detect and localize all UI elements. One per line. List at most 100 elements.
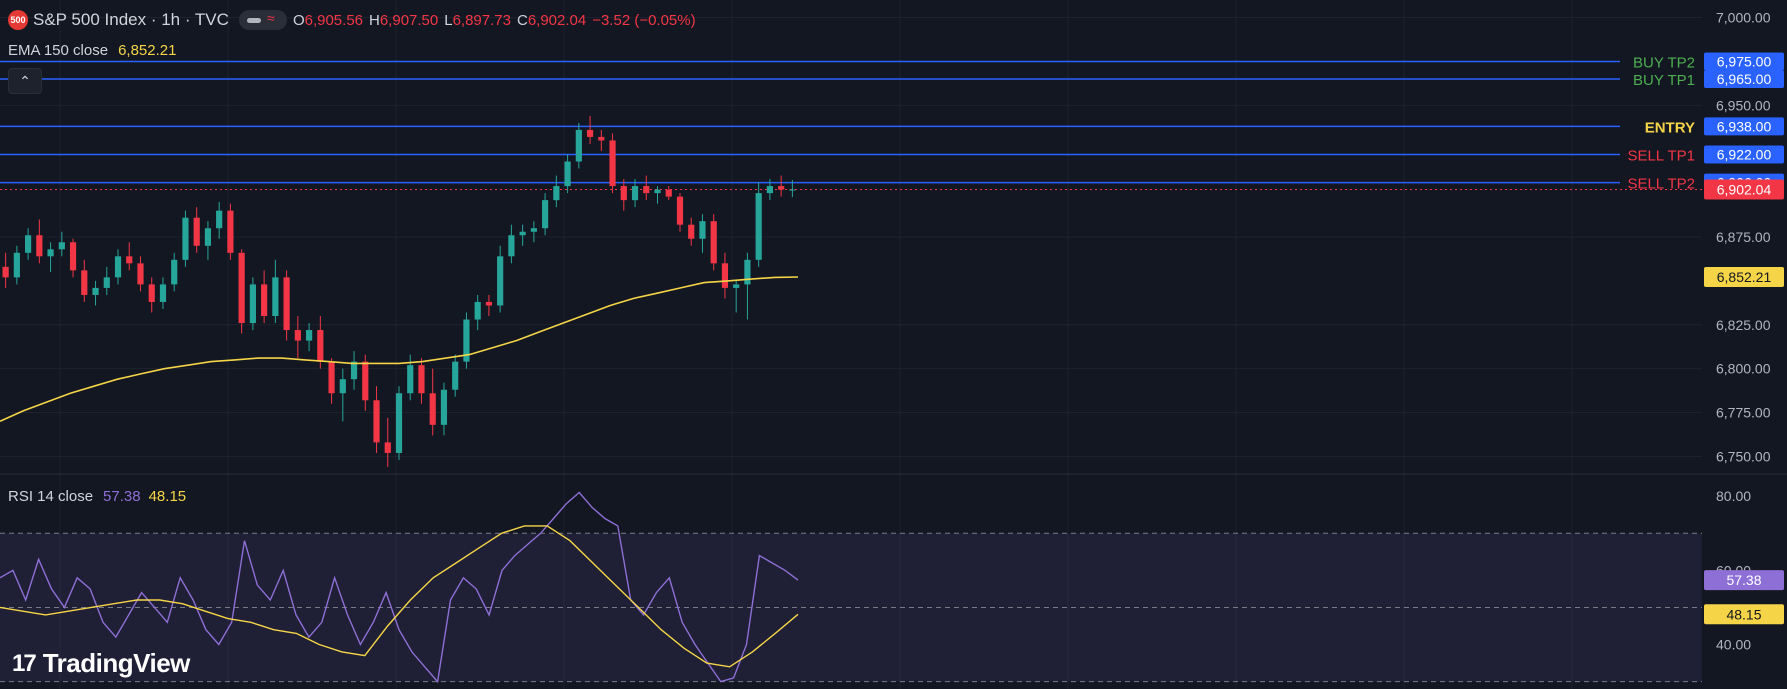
candle-body xyxy=(553,186,560,201)
tradingview-logo-text: TradingView xyxy=(42,648,191,678)
ema-legend[interactable]: EMA 150 close 6,852.21 xyxy=(8,42,176,59)
candle-body xyxy=(126,256,133,264)
rsi-tick-label: 40.00 xyxy=(1716,637,1751,653)
candle-body xyxy=(182,217,189,260)
level-price-tag xyxy=(1704,145,1784,164)
candle-body xyxy=(609,140,616,187)
level-label: ENTRY xyxy=(1645,119,1695,136)
rsi-ma-line xyxy=(0,525,799,668)
candle-body xyxy=(418,365,425,394)
candle-body xyxy=(58,242,65,250)
rsi-legend-value: 57.38 xyxy=(103,488,141,505)
last-price-tag xyxy=(1704,179,1784,200)
candle-body xyxy=(440,389,448,425)
candle-body xyxy=(272,277,279,316)
candle-body xyxy=(238,252,245,324)
candle-body xyxy=(542,200,549,229)
candle-body xyxy=(137,263,144,285)
ema-line xyxy=(0,276,799,423)
price-tick-label: 6,875.00 xyxy=(1716,229,1771,245)
candle-body xyxy=(452,361,459,390)
candle-body xyxy=(744,259,751,285)
candle-body xyxy=(575,129,582,162)
candle-body xyxy=(339,379,346,394)
level-price-tag xyxy=(1704,70,1784,88)
level-price-text: 6,922.00 xyxy=(1717,146,1772,162)
high-label: H xyxy=(369,11,380,29)
level-price-text: 6,975.00 xyxy=(1717,53,1772,69)
open-value: 6,905.56 xyxy=(304,11,363,29)
candle-body xyxy=(103,277,110,288)
collapse-button[interactable]: ⌃ xyxy=(8,68,42,94)
candle-body xyxy=(227,210,234,253)
candle-body xyxy=(485,301,493,306)
candle-body xyxy=(249,284,256,324)
open-label: O xyxy=(292,11,305,29)
candle-body xyxy=(766,186,773,194)
candle-body xyxy=(2,266,9,278)
level-lines[interactable] xyxy=(0,60,1702,191)
price-tick-label: 7,000.00 xyxy=(1716,10,1771,26)
rsi-last-tag xyxy=(1704,570,1784,591)
last-price-tag-text: 6,902.04 xyxy=(1717,182,1772,198)
level-price-text: 6,938.00 xyxy=(1717,118,1772,134)
candle-body xyxy=(373,400,380,443)
rsi-ma-last-tag xyxy=(1704,604,1784,625)
candle-body xyxy=(474,301,481,320)
candle-body xyxy=(676,196,684,225)
rsi-ma-legend-value: 48.15 xyxy=(148,488,187,505)
symbol-title[interactable]: S&P 500 Index · 1h · TVC xyxy=(33,10,229,29)
candle-body xyxy=(216,210,223,229)
candle-body xyxy=(384,442,391,453)
level-label: SELL TP1 xyxy=(1627,147,1695,164)
candle-body xyxy=(755,193,762,260)
price-tick-label: 6,950.00 xyxy=(1716,97,1771,113)
rsi-legend[interactable]: RSI 14 close 57.38 48.15 xyxy=(8,488,186,505)
candle-body xyxy=(463,319,470,362)
close-label: C xyxy=(516,11,528,29)
candle-body xyxy=(643,186,650,194)
price-tick-label: 6,800.00 xyxy=(1716,361,1771,377)
candle-body xyxy=(429,393,436,425)
price-tick-label: 6,750.00 xyxy=(1716,448,1771,464)
price-tick-label: 6,775.00 xyxy=(1716,405,1771,421)
level-price-text: 6,965.00 xyxy=(1717,71,1772,87)
candle-body xyxy=(204,228,212,246)
candle-body xyxy=(508,235,515,257)
ema-legend-value: 6,852.21 xyxy=(118,42,177,59)
rsi-legend-label: RSI 14 close xyxy=(8,488,94,505)
candle-body xyxy=(778,186,785,190)
tradingview-logo[interactable]: 17 TradingView xyxy=(12,648,190,679)
candle-body xyxy=(733,284,740,288)
candle-body xyxy=(497,256,504,306)
candle-body xyxy=(530,228,537,232)
candle-body xyxy=(261,284,268,316)
level-price-tag xyxy=(1704,117,1784,136)
candle-body xyxy=(294,330,301,341)
candle-body xyxy=(362,361,369,401)
low-label: L xyxy=(444,11,453,29)
indicator-toggle[interactable]: ≈ xyxy=(238,10,287,30)
candle-body xyxy=(721,263,729,288)
candle-body xyxy=(92,287,99,295)
level-price-tag xyxy=(1704,52,1784,71)
price-labels: BUY TP2 6,975.00 BUY TP1 6,965.00 ENTRY 6,938… xyxy=(1627,52,1784,625)
candle-body xyxy=(654,189,661,194)
level-label: SELL TP2 xyxy=(1627,176,1695,193)
candle-body xyxy=(665,189,672,197)
candles xyxy=(2,115,796,467)
candle-body xyxy=(328,361,335,394)
rsi-tick-label: 80.00 xyxy=(1716,488,1751,504)
candle-body xyxy=(193,217,200,246)
ema-last-tag-text: 6,852.21 xyxy=(1717,269,1772,285)
candle-body xyxy=(407,365,414,394)
candle-body xyxy=(710,221,717,264)
candle-body xyxy=(283,277,290,331)
candle-body xyxy=(688,224,695,239)
candle-body xyxy=(631,186,639,201)
low-value: 6,897.73 xyxy=(452,11,511,29)
candle-body xyxy=(47,249,54,257)
price-tick-label: 6,825.00 xyxy=(1716,317,1771,333)
candle-body xyxy=(159,284,167,302)
